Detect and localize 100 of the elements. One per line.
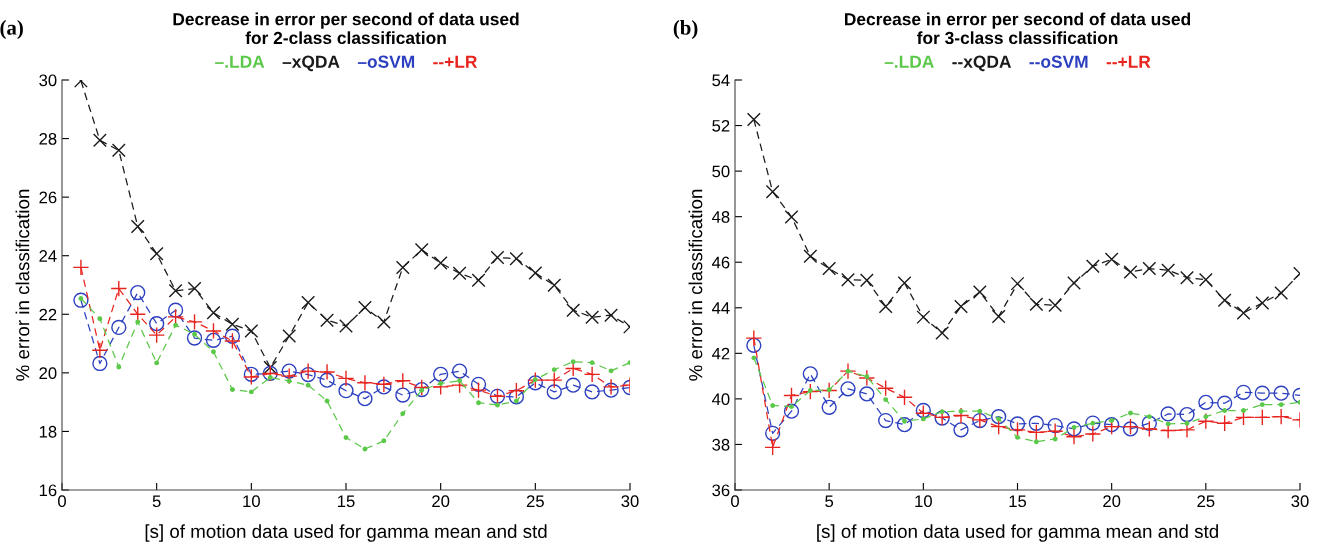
point (954, 299, 968, 314)
x-tick-label: 0 (58, 495, 66, 508)
point (116, 364, 122, 370)
point (604, 308, 619, 323)
point (939, 409, 945, 415)
x-tick-label: 5 (825, 495, 834, 508)
point (451, 363, 468, 379)
point (1128, 410, 1133, 416)
point (958, 408, 964, 414)
point (839, 362, 857, 380)
point (1253, 409, 1271, 426)
point (840, 381, 856, 397)
point (878, 299, 893, 314)
point (187, 281, 202, 296)
point (783, 387, 800, 404)
point (338, 383, 354, 399)
point (1184, 420, 1190, 426)
chart-title: Decrease in error per second of data used for 3-class classification (845, 12, 1191, 45)
point (356, 374, 374, 392)
point (129, 305, 147, 323)
point (1123, 265, 1138, 279)
text: –.LDA (215, 55, 265, 68)
point (337, 370, 355, 387)
point (476, 400, 481, 406)
point (602, 378, 620, 396)
y-axis-title: % error in classification (688, 189, 703, 381)
x-tick-label: 20 (1103, 495, 1121, 508)
x-tick-label: 25 (1197, 495, 1215, 508)
point (375, 375, 393, 393)
point (242, 368, 260, 386)
point (1236, 306, 1251, 320)
point (509, 251, 524, 266)
point (301, 295, 316, 310)
point (205, 332, 222, 348)
chart-title: Decrease in error per second of data used for 2-class classification (173, 12, 519, 45)
text: (b) (673, 20, 698, 39)
point (281, 363, 297, 379)
point (858, 369, 876, 387)
y-tick-label: 26 (39, 191, 57, 204)
point (91, 341, 109, 359)
y-tick-label: 36 (712, 484, 730, 497)
x-tick-label: 5 (152, 495, 161, 508)
point (1065, 428, 1083, 446)
point (897, 276, 912, 290)
point (394, 372, 412, 390)
y-tick-label: 50 (712, 165, 730, 178)
point (1052, 436, 1058, 442)
point (826, 387, 832, 393)
point (821, 399, 837, 415)
point (527, 375, 543, 391)
point (457, 378, 463, 384)
point (149, 316, 165, 332)
point (357, 390, 373, 407)
point (470, 376, 487, 392)
text: --+LR (433, 55, 478, 68)
point (991, 309, 1006, 324)
point (305, 382, 311, 388)
point (97, 316, 103, 322)
point (513, 398, 519, 404)
point (1198, 394, 1214, 410)
point (92, 355, 108, 372)
point (920, 416, 926, 422)
point (111, 319, 127, 336)
point (820, 382, 838, 399)
point (111, 143, 126, 158)
point (470, 381, 487, 399)
point (1047, 417, 1063, 434)
point (280, 367, 298, 385)
point (864, 374, 870, 379)
point (508, 389, 525, 405)
point (343, 435, 349, 441)
point (751, 355, 757, 361)
point (859, 386, 875, 402)
point (1066, 421, 1082, 437)
point (130, 284, 146, 301)
y-tick-label: 48 (711, 211, 730, 223)
point (286, 378, 292, 384)
point (991, 409, 1007, 425)
y-tick-label: 30 (39, 74, 57, 87)
point (745, 329, 763, 347)
point (528, 266, 543, 280)
point (1259, 402, 1265, 408)
point (1048, 298, 1063, 313)
point (1109, 418, 1115, 423)
point (546, 384, 562, 400)
x-tick-label: 15 (1009, 495, 1027, 508)
point (263, 360, 278, 375)
point (1217, 395, 1233, 411)
point (206, 305, 221, 320)
point (1027, 424, 1045, 441)
y-tick-label: 54 (712, 74, 730, 87)
point (803, 249, 818, 264)
text: --+LR (1106, 55, 1151, 68)
point (224, 332, 241, 350)
point (526, 371, 544, 389)
point (186, 313, 203, 331)
x-tick-label: 30 (1291, 495, 1309, 508)
point (395, 260, 410, 275)
point (168, 283, 183, 298)
point (746, 337, 762, 354)
